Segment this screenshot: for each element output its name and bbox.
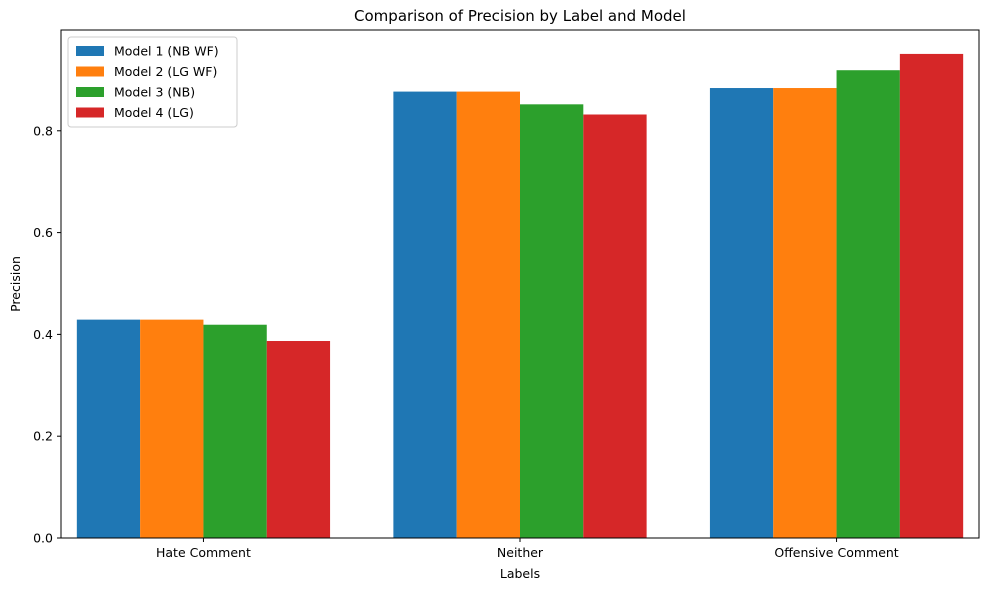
x-axis-label: Labels xyxy=(500,566,540,581)
bar-2-0 xyxy=(709,88,774,538)
bar-2-1 xyxy=(773,88,837,538)
bars-group xyxy=(76,53,964,539)
x-tick-label: Offensive Comment xyxy=(774,545,898,560)
x-tick-label: Neither xyxy=(497,545,544,560)
y-axis-label: Precision xyxy=(8,256,23,312)
legend-swatch xyxy=(76,66,104,77)
y-axis: 0.0 0.2 0.4 0.6 0.8 xyxy=(33,123,61,546)
bar-0-1 xyxy=(140,319,204,538)
bar-1-0 xyxy=(393,91,457,538)
y-tick-label: 0.8 xyxy=(33,123,53,138)
legend-label: Model 1 (NB WF) xyxy=(114,44,219,59)
y-tick-label: 0.4 xyxy=(33,327,53,342)
bar-1-1 xyxy=(456,91,520,538)
legend-label: Model 4 (LG) xyxy=(114,105,194,120)
y-tick-label: 0.2 xyxy=(33,429,53,444)
legend-label: Model 3 (NB) xyxy=(114,85,195,100)
y-tick-label: 0.0 xyxy=(33,531,53,546)
bar-0-2 xyxy=(203,324,267,538)
legend: Model 1 (NB WF) Model 2 (LG WF) Model 3 (N… xyxy=(67,36,238,128)
x-axis: Hate Comment Neither Offensive Comment xyxy=(156,538,899,560)
y-tick-label: 0.6 xyxy=(33,225,53,240)
legend-frame xyxy=(67,36,238,128)
chart-title: Comparison of Precision by Label and Mod… xyxy=(354,7,686,25)
bar-1-3 xyxy=(583,114,647,538)
legend-label: Model 2 (LG WF) xyxy=(114,64,217,79)
bar-2-2 xyxy=(836,70,900,539)
bar-2-3 xyxy=(899,53,964,539)
legend-swatch xyxy=(76,107,104,118)
plot-frame xyxy=(60,29,980,539)
legend-swatch xyxy=(76,87,104,97)
bar-1-2 xyxy=(520,104,584,538)
bar-0-3 xyxy=(266,341,331,538)
bar-0-0 xyxy=(76,319,141,538)
legend-swatch xyxy=(76,46,104,56)
x-tick-label: Hate Comment xyxy=(156,545,251,560)
